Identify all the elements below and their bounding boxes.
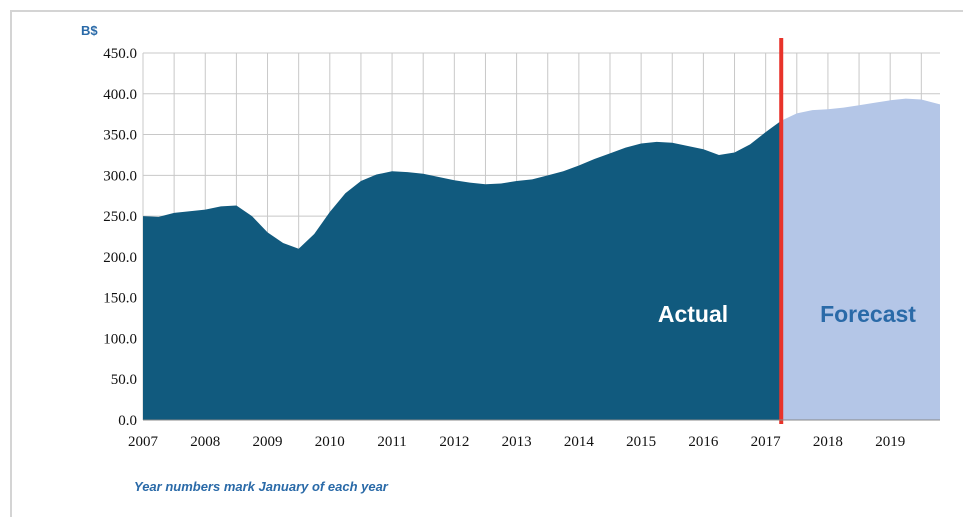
footnote: Year numbers mark January of each year [134, 479, 389, 494]
series-label-actual: Actual [658, 301, 728, 327]
x-tick-label: 2015 [626, 434, 656, 450]
x-tick-label: 2009 [253, 434, 283, 450]
y-tick-label: 200.0 [103, 250, 137, 266]
y-tick-label: 350.0 [103, 128, 137, 144]
actual-area [143, 120, 782, 421]
y-tick-label: 250.0 [103, 209, 137, 225]
y-tick-label: 50.0 [111, 372, 137, 388]
y-tick-label: 0.0 [118, 413, 137, 429]
y-tick-label: 300.0 [103, 168, 137, 184]
chart-areas [143, 38, 940, 424]
x-tick-label: 2008 [190, 434, 220, 450]
x-tick-label: 2019 [875, 434, 905, 450]
x-tick-label: 2007 [128, 434, 159, 450]
chart-labels: 0.0 50.0 100.0 150.0 200.0 250.0 300.0 350.0 400… [81, 23, 916, 494]
chart-frame [10, 10, 963, 517]
x-tick-label: 2011 [377, 434, 406, 450]
x-tick-label: 2014 [564, 434, 595, 450]
y-tick-label: 450.0 [103, 46, 137, 62]
y-tick-label: 150.0 [103, 291, 137, 307]
series-label-forecast: Forecast [820, 301, 916, 327]
x-tick-label: 2016 [688, 434, 719, 450]
x-tick-label: 2018 [813, 434, 843, 450]
forecast-area [781, 98, 940, 420]
y-axis-label: B$ [81, 23, 98, 38]
x-tick-label: 2012 [439, 434, 469, 450]
x-tick-label: 2010 [315, 434, 345, 450]
y-tick-label: 400.0 [103, 87, 137, 103]
x-tick-label: 2013 [502, 434, 532, 450]
y-tick-label: 100.0 [103, 331, 137, 347]
x-tick-label: 2017 [751, 434, 782, 450]
